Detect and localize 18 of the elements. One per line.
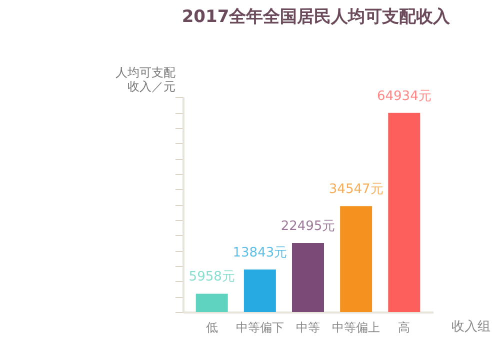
bar (388, 112, 420, 312)
bar (292, 243, 324, 312)
data-label: 64934元 (376, 88, 432, 104)
x-tick-label: 中等偏下 (236, 320, 284, 334)
y-axis-title: 人均可支配收入／元 (116, 66, 176, 94)
bar (244, 270, 276, 312)
x-tick-label: 中等 (296, 320, 320, 334)
data-label: 22495元 (280, 219, 336, 234)
x-tick-label: 中等偏上 (332, 320, 380, 334)
bar (340, 206, 372, 312)
data-label: 13843元 (232, 246, 288, 261)
chart-title: 2017全年全国居民人均可支配收入 (182, 7, 452, 27)
data-label: 34547元 (328, 182, 384, 198)
x-axis-title: 收入组 (452, 320, 490, 334)
bar (196, 294, 228, 312)
x-tick-label: 高 (398, 320, 410, 334)
data-label: 5958元 (188, 270, 235, 285)
x-tick-label: 低 (206, 320, 218, 334)
